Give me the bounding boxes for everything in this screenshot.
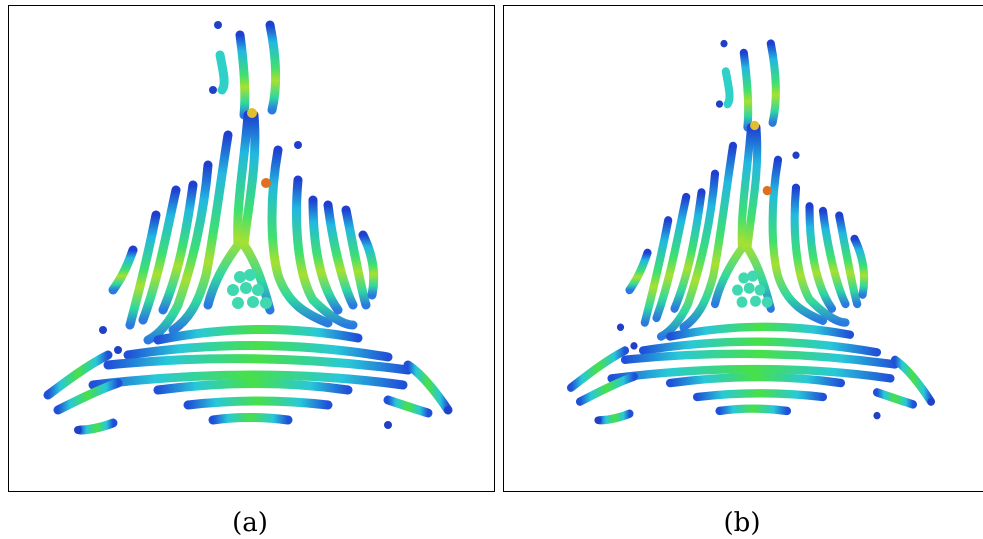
panel-caption: (a) — [232, 508, 268, 538]
panel-caption: (b) — [724, 508, 761, 538]
